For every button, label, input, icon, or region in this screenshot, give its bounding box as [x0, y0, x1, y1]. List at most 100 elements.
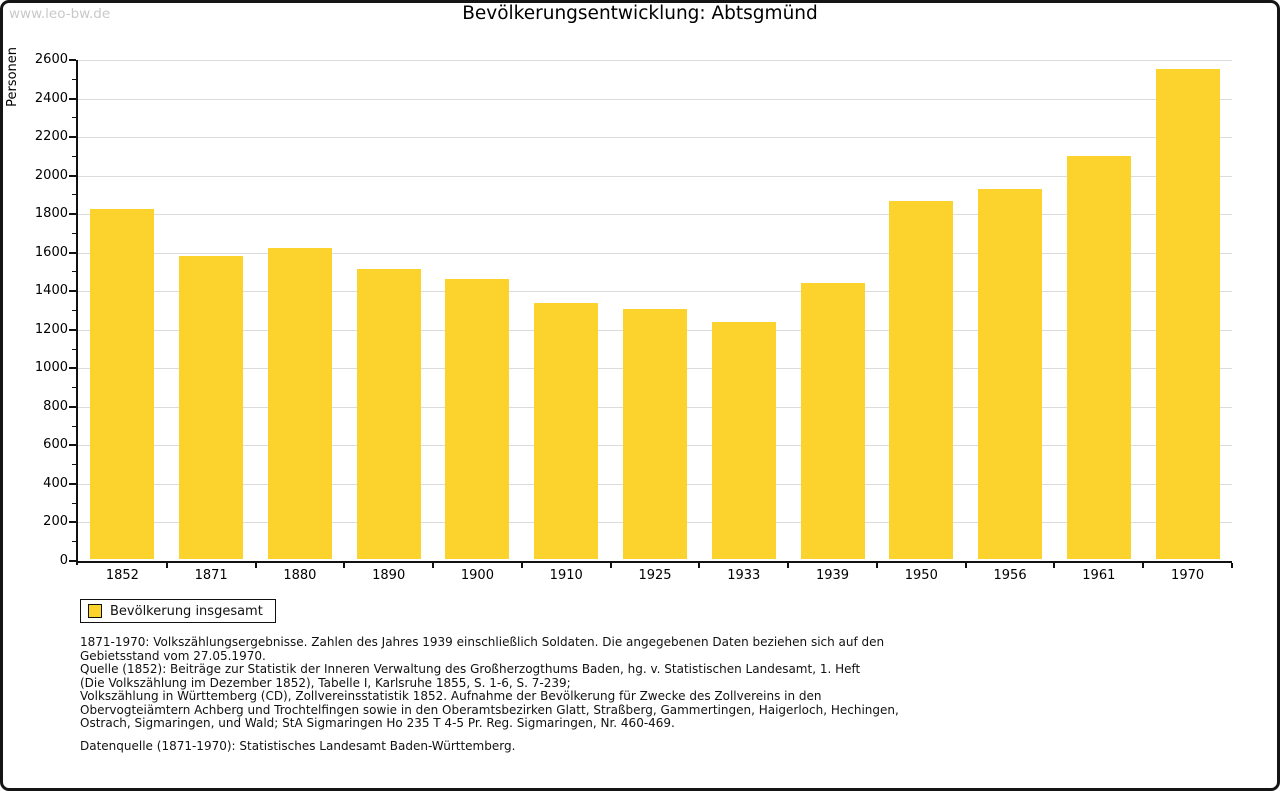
bar-1871 — [179, 255, 244, 559]
y-tick-label-1800: 1800 — [34, 206, 68, 222]
y-tick-2400 — [69, 97, 76, 100]
y-tick-label-1600: 1600 — [34, 244, 68, 260]
gridline-2400 — [78, 98, 1232, 100]
watermark-url: www.leo-bw.de — [9, 6, 111, 22]
data-source-line: Datenquelle (1871-1970): Statistisches L… — [80, 739, 516, 753]
y-tick-label-600: 600 — [43, 437, 68, 453]
y-minor-tick-1900 — [72, 194, 76, 196]
footnote-line-1: 1871-1970: Volkszählungsergebnisse. Zahl… — [80, 635, 885, 649]
y-minor-tick-100 — [72, 541, 76, 543]
bar-1961 — [1066, 156, 1131, 559]
x-boundary-tick-9 — [875, 563, 878, 568]
bar-1900 — [445, 278, 510, 559]
footnote-line-4: (Die Volkszählung im Dezember 1852), Tab… — [80, 675, 571, 690]
x-boundary-tick-12 — [1142, 563, 1145, 568]
x-tick-label-1880: 1880 — [283, 568, 317, 583]
y-minor-tick-300 — [72, 502, 76, 504]
y-tick-label-400: 400 — [43, 475, 68, 491]
y-tick-label-2200: 2200 — [34, 129, 68, 145]
x-boundary-tick-4 — [432, 563, 435, 568]
y-tick-label-2400: 2400 — [34, 90, 68, 106]
y-tick-0 — [69, 560, 76, 562]
x-boundary-tick-6 — [609, 563, 612, 568]
y-tick-400 — [69, 482, 76, 485]
gridline-2600 — [78, 60, 1232, 61]
y-tick-label-200: 200 — [43, 514, 68, 530]
bar-1933 — [711, 322, 776, 559]
x-tick-label-1950: 1950 — [904, 568, 938, 583]
bar-1970 — [1155, 68, 1220, 559]
y-tick-label-1200: 1200 — [34, 321, 68, 337]
y-tick-2000 — [69, 174, 76, 177]
x-tick-label-1890: 1890 — [372, 568, 406, 583]
footnote-line-6: Obervogteiämtern Achberg und Trochtelfin… — [80, 702, 899, 717]
x-boundary-tick-10 — [964, 563, 967, 568]
x-tick-label-1852: 1852 — [105, 568, 139, 583]
x-tick-label-1871: 1871 — [194, 568, 228, 583]
gridline-1600 — [78, 252, 1232, 254]
legend-swatch-icon — [88, 604, 102, 618]
x-tick-label-1933: 1933 — [727, 568, 761, 583]
x-boundary-tick-11 — [1053, 563, 1056, 568]
x-boundary-tick-5 — [520, 563, 523, 568]
x-boundary-tick-13 — [1231, 563, 1233, 568]
x-tick-label-1956: 1956 — [993, 568, 1027, 583]
y-minor-tick-2300 — [72, 117, 76, 119]
y-minor-tick-700 — [72, 425, 76, 427]
footnote-line-2: Gebietsstand vom 27.05.1970. — [80, 648, 266, 663]
gridline-2000 — [78, 175, 1232, 177]
y-tick-1800 — [69, 213, 76, 216]
y-minor-tick-1300 — [72, 310, 76, 311]
y-tick-1000 — [69, 367, 76, 370]
y-tick-label-0: 0 — [59, 553, 68, 568]
y-tick-label-800: 800 — [43, 398, 68, 414]
footnote-line-7: Ostrach, Sigmaringen, und Wald; StA Sigm… — [80, 716, 675, 730]
chart-title: Bevölkerungsentwicklung: Abtsgmünd — [462, 3, 818, 24]
x-boundary-tick-3 — [343, 563, 346, 568]
y-tick-1400 — [69, 290, 76, 293]
bar-1910 — [534, 302, 599, 559]
bar-1852 — [90, 209, 155, 559]
gridline-2200 — [78, 137, 1232, 139]
x-boundary-tick-2 — [254, 563, 257, 568]
y-tick-1600 — [69, 251, 76, 254]
bar-1890 — [356, 269, 421, 559]
y-tick-2600 — [69, 59, 76, 61]
gridline-1400 — [78, 291, 1232, 293]
x-tick-label-1910: 1910 — [549, 568, 583, 583]
y-tick-label-2000: 2000 — [34, 167, 68, 183]
y-tick-2200 — [69, 136, 76, 139]
bar-1939 — [800, 282, 865, 559]
x-tick-label-1939: 1939 — [815, 568, 850, 583]
footnote-line-3: Quelle (1852): Beiträge zur Statistik de… — [80, 662, 861, 676]
footnote-line-5: Volkszählung in Württemberg (CD), Zollve… — [80, 689, 822, 703]
x-boundary-tick-1 — [165, 563, 168, 568]
x-boundary-tick-8 — [787, 563, 790, 568]
bar-1950 — [889, 200, 954, 559]
y-minor-tick-2100 — [72, 155, 76, 157]
legend-box: Bevölkerung insgesamt — [80, 599, 276, 623]
y-tick-label-1000: 1000 — [34, 360, 68, 376]
plot-area: 0 200 400 600 800 1000 1200 1400 1600 1800 2000 220… — [35, 52, 1233, 583]
y-tick-600 — [69, 444, 76, 447]
legend-label: Bevölkerung insgesamt — [110, 603, 263, 619]
x-tick-label-1961: 1961 — [1082, 568, 1116, 583]
x-boundary-tick-7 — [698, 563, 701, 568]
x-tick-label-1900: 1900 — [460, 568, 494, 583]
y-minor-tick-900 — [72, 387, 76, 389]
gridline-1800 — [78, 214, 1232, 216]
y-tick-200 — [69, 521, 76, 524]
y-tick-label-2600: 2600 — [34, 52, 68, 67]
bar-1880 — [267, 247, 332, 559]
y-minor-tick-1100 — [72, 348, 76, 350]
y-minor-tick-1500 — [72, 271, 76, 273]
y-minor-tick-1700 — [72, 232, 76, 234]
y-tick-800 — [69, 405, 76, 408]
x-tick-label-1970: 1970 — [1171, 568, 1205, 583]
bar-1925 — [623, 308, 687, 559]
y-axis-line — [76, 60, 78, 565]
footnote-block: 1871-1970: Volkszählungsergebnisse. Zahl… — [80, 635, 899, 731]
y-minor-tick-500 — [72, 464, 76, 466]
bar-1956 — [978, 189, 1043, 559]
x-tick-label-1925: 1925 — [638, 568, 672, 583]
